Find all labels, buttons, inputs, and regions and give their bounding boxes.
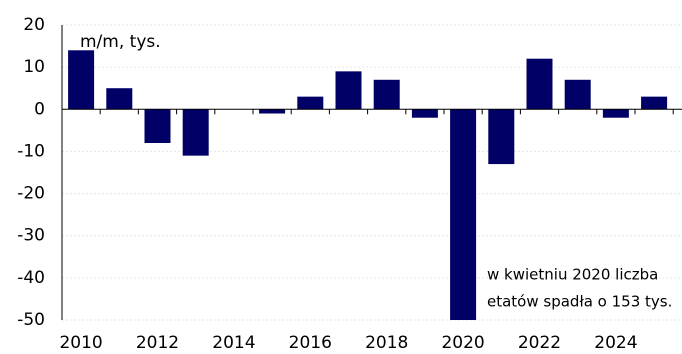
- bar: [182, 109, 209, 156]
- bar: [259, 109, 286, 114]
- bar: [335, 71, 362, 110]
- bar: [488, 109, 515, 165]
- bar: [602, 109, 629, 118]
- y-tick-label: 10: [23, 57, 45, 77]
- annotation: w kwietniu 2020 liczba: [487, 266, 658, 284]
- y-tick-label: -40: [17, 268, 45, 288]
- y-tick-label: -30: [17, 226, 45, 246]
- x-tick-label: 2016: [289, 333, 332, 353]
- bar: [526, 58, 553, 110]
- bar: [411, 109, 438, 118]
- x-tick-label: 2024: [594, 333, 637, 353]
- bar: [641, 96, 668, 110]
- y-tick-label: 20: [23, 15, 45, 35]
- y-tick-label: 0: [34, 99, 45, 119]
- y-tick-label: -10: [17, 141, 45, 161]
- x-tick-label: 2010: [59, 333, 102, 353]
- x-tick-label: 2018: [365, 333, 408, 353]
- bar: [373, 79, 400, 110]
- bar: [68, 50, 95, 110]
- bar: [144, 109, 171, 143]
- bar: [450, 109, 477, 321]
- bar: [106, 88, 133, 110]
- x-tick-label: 2020: [441, 333, 484, 353]
- x-tick-label: 2012: [136, 333, 179, 353]
- y-tick-label: -20: [17, 184, 45, 204]
- x-tick-label: 2022: [518, 333, 561, 353]
- unit-label: m/m, tys.: [80, 32, 161, 52]
- x-tick-label: 2014: [212, 333, 255, 353]
- bar: [297, 96, 324, 110]
- bar: [564, 79, 591, 110]
- annotation: etatów spadła o 153 tys.: [487, 293, 672, 311]
- y-tick-label: -50: [17, 310, 45, 330]
